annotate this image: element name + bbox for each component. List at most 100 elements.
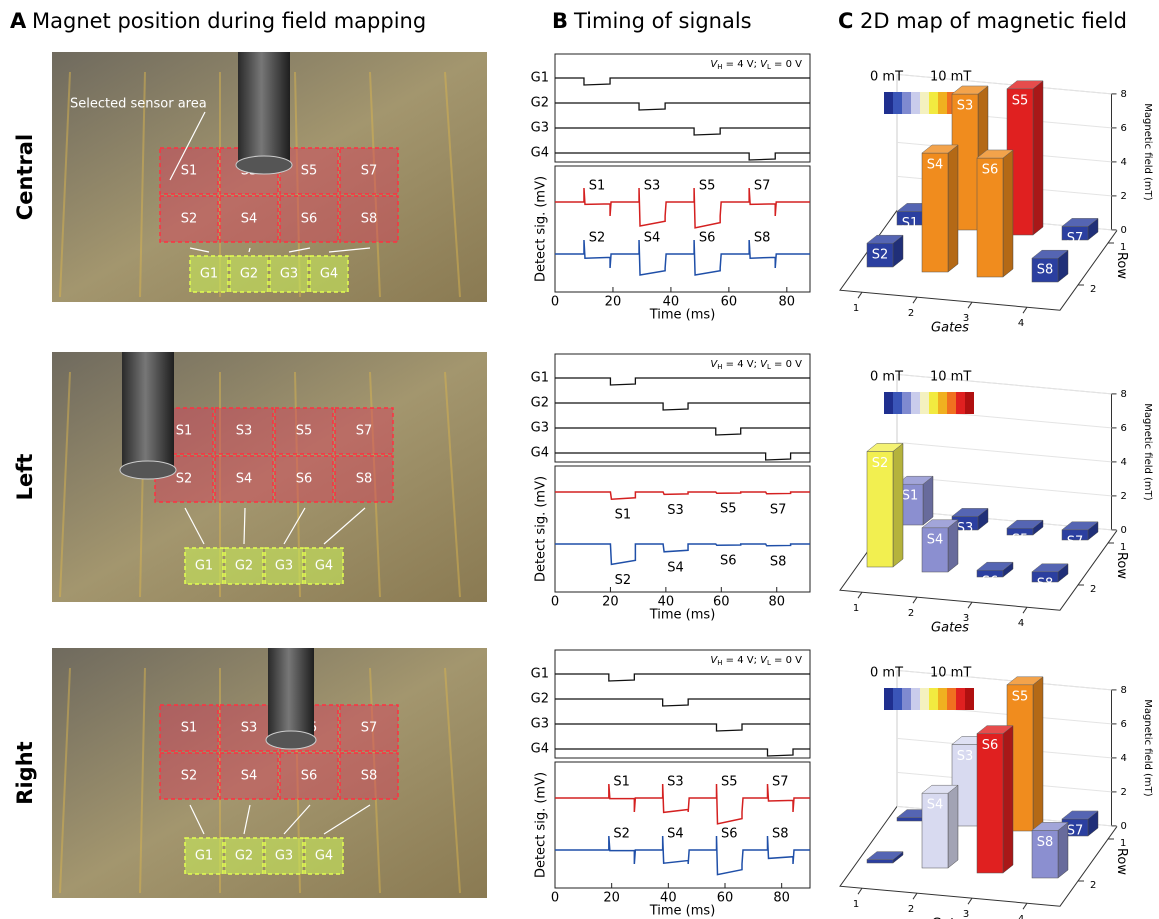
panel-letter: C [838, 9, 853, 33]
condition-part: = 4 V; [722, 655, 760, 666]
signal-label: S4 [644, 231, 661, 246]
z-tick-label: 2 [1121, 491, 1127, 502]
z-tick-label: 8 [1121, 685, 1127, 696]
signal-label: S5 [721, 775, 738, 790]
gate-trace [555, 749, 810, 756]
x-tick [1023, 307, 1027, 313]
bar-side-shade [923, 476, 933, 525]
colorbar-swatch [938, 688, 947, 710]
colorbar-swatch [893, 92, 902, 114]
detect-trace [555, 784, 810, 824]
bar-label: S6 [982, 575, 999, 590]
x-tick-label: 4 [1018, 914, 1024, 919]
gate-label: G4 [320, 267, 338, 282]
signal-label: S3 [644, 179, 661, 194]
gate-label: G2 [235, 849, 253, 864]
panel-title: 2D map of magnetic field [860, 9, 1127, 33]
signal-label: S1 [613, 775, 630, 790]
sensor-label: S5 [301, 164, 318, 179]
condition-part: = 0 V [771, 59, 802, 70]
x-tick [858, 592, 862, 598]
bar-side-shade [948, 785, 958, 868]
bar-label: S5 [1012, 533, 1029, 548]
z-axis-label: Magnetic field (mT) [1142, 403, 1153, 500]
detect-trace [555, 492, 810, 499]
figure: A Magnet position during field mapping B… [0, 0, 1159, 919]
bar-label: S7 [1067, 824, 1084, 839]
gate-label: G1 [195, 849, 213, 864]
x-tick [968, 302, 972, 308]
signal-label: S6 [721, 827, 738, 842]
panel-letter: B [552, 9, 568, 33]
gate-label: G3 [275, 559, 293, 574]
signal-label: S7 [772, 775, 789, 790]
gate-trace-label: G2 [531, 692, 549, 707]
condition: VH = 4 V; VL = 0 V [710, 359, 802, 371]
colorbar-swatch [929, 392, 938, 414]
colorbar-label: 0 mT [870, 70, 903, 85]
signal-label: S8 [770, 554, 787, 569]
sensor-label: S2 [181, 769, 198, 784]
x-tick-label: 1 [853, 303, 859, 314]
gate-trace-label: G1 [531, 667, 549, 682]
colorbar-swatch [893, 688, 902, 710]
bar-label: S5 [1012, 689, 1029, 704]
sensor-label: S7 [361, 721, 378, 736]
z-tick-label: 2 [1121, 191, 1127, 202]
gate-trace-label: G1 [531, 371, 549, 386]
bar-label: S4 [927, 532, 944, 547]
gate-label: G2 [240, 267, 258, 282]
z-tick-label: 0 [1121, 525, 1127, 536]
gate-trace [555, 103, 810, 110]
row-label: Left [13, 454, 37, 501]
z-tick-label: 6 [1121, 719, 1127, 730]
bar [977, 734, 1003, 873]
z-axis-label: Magnetic field (mT) [1142, 103, 1153, 200]
bar-label: S1 [902, 216, 919, 231]
sensor-label: S8 [361, 769, 378, 784]
signal-label: S3 [667, 775, 684, 790]
colorbar-swatch [911, 688, 920, 710]
x-tick [1023, 903, 1027, 909]
colorbar-swatch [920, 92, 929, 114]
bar-side-shade [948, 520, 958, 572]
condition-part: = 4 V; [722, 359, 760, 370]
gate-label: G1 [200, 267, 218, 282]
colorbar-swatch [911, 92, 920, 114]
gate-trace-label: G2 [531, 96, 549, 111]
bar-side-shade [1003, 726, 1013, 873]
row-label: Right [13, 741, 37, 804]
condition: VH = 4 V; VL = 0 V [710, 655, 802, 667]
sensor-label: S4 [241, 212, 258, 227]
magnet-tip [236, 156, 292, 174]
gate-trace [555, 724, 810, 731]
bar-label: S5 [1012, 93, 1029, 108]
gate-trace [555, 453, 810, 460]
bar-label: S8 [1037, 263, 1054, 278]
signal-label: S6 [720, 554, 737, 569]
condition-part: = 4 V; [722, 59, 760, 70]
x-axis-label: Time (ms) [649, 308, 716, 323]
bar-label: S1 [902, 822, 919, 837]
colorbar-swatch [929, 688, 938, 710]
signal-label: S2 [589, 231, 606, 246]
panel-title: Timing of signals [573, 9, 752, 33]
x-tick-label: 80 [779, 295, 796, 310]
condition-part: = 0 V [771, 359, 802, 370]
magnet [268, 648, 314, 740]
signal-label: S6 [699, 231, 716, 246]
y-tick-label: 2 [1090, 880, 1096, 891]
x-tick-label: 2 [908, 608, 914, 619]
gate-trace-label: G3 [531, 421, 549, 436]
gate-plot-frame [555, 354, 810, 462]
magnet [238, 52, 290, 165]
bar [867, 860, 893, 863]
colorbar-swatch [911, 392, 920, 414]
annotation: Selected sensor area [70, 97, 207, 112]
row-label: Central [13, 134, 37, 220]
x-tick [913, 597, 917, 603]
grid-line [897, 442, 1112, 462]
colorbar-swatch [884, 392, 893, 414]
sensor-label: S6 [301, 769, 318, 784]
detect-trace [555, 836, 810, 875]
